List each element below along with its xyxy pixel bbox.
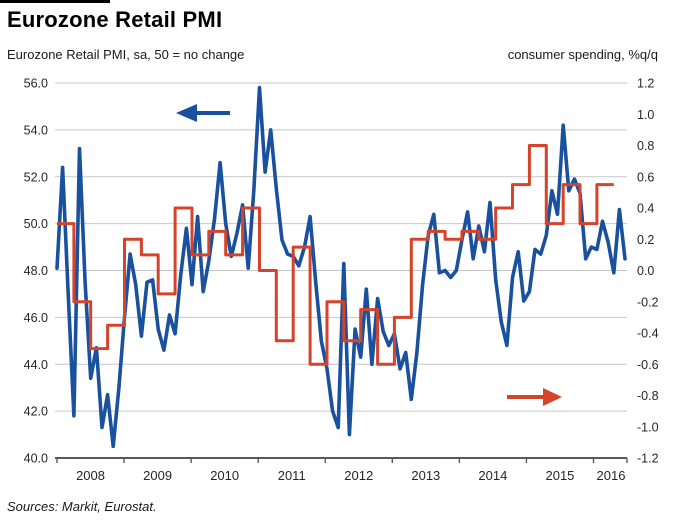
right-arrow-icon [543, 388, 562, 406]
x-axis-year-label: 2012 [344, 468, 373, 483]
right-axis-tick-label: 0.2 [637, 233, 654, 247]
left-axis-tick-label: 46.0 [24, 311, 48, 325]
x-axis-year-label: 2014 [478, 468, 507, 483]
right-axis-tick-label: -1.0 [637, 420, 659, 434]
right-axis-tick-label: 0.6 [637, 170, 654, 184]
x-axis-year-label: 2015 [545, 468, 574, 483]
right-axis-series-label: consumer spending, %q/q [507, 47, 658, 62]
top-edge-artifact-bar [0, 0, 110, 3]
right-axis-tick-label: 1.0 [637, 108, 654, 122]
right-axis-tick-label: -0.6 [637, 358, 659, 372]
x-axis-year-label: 2010 [210, 468, 239, 483]
page-title: Eurozone Retail PMI [7, 7, 223, 32]
right-axis-tick-label: 0.8 [637, 139, 654, 153]
x-axis-year-label: 2011 [278, 468, 306, 483]
source-note: Sources: Markit, Eurostat. [7, 499, 157, 514]
right-axis-tick-label: 1.2 [637, 77, 654, 91]
left-axis-tick-label: 40.0 [24, 452, 48, 466]
right-axis-tick-label: -0.2 [637, 295, 659, 309]
left-axis-tick-label: 48.0 [24, 264, 48, 278]
right-axis-tick-label: -0.4 [637, 327, 659, 341]
x-axis-year-label: 2013 [411, 468, 440, 483]
spending-step-line [57, 144, 614, 366]
left-axis-tick-label: 56.0 [24, 77, 48, 91]
left-axis-tick-label: 42.0 [24, 405, 48, 419]
left-axis-tick-label: 50.0 [24, 217, 48, 231]
left-axis-tick-label: 54.0 [24, 123, 48, 137]
left-arrow-icon [176, 104, 197, 122]
left-axis-series-label: Eurozone Retail PMI, sa, 50 = no change [7, 47, 245, 62]
right-axis-tick-label: -1.2 [637, 452, 659, 466]
left-axis-tick-label: 44.0 [24, 358, 48, 372]
right-axis-tick-label: -0.8 [637, 389, 659, 403]
left-axis-tick-label: 52.0 [24, 170, 48, 184]
pmi-line [55, 85, 627, 449]
x-axis-year-label: 2009 [143, 468, 172, 483]
right-axis-tick-label: 0.0 [637, 264, 654, 278]
x-axis-year-label: 2008 [76, 468, 105, 483]
right-axis-tick-label: 0.4 [637, 202, 654, 216]
x-axis-year-label: 2016 [597, 468, 626, 483]
